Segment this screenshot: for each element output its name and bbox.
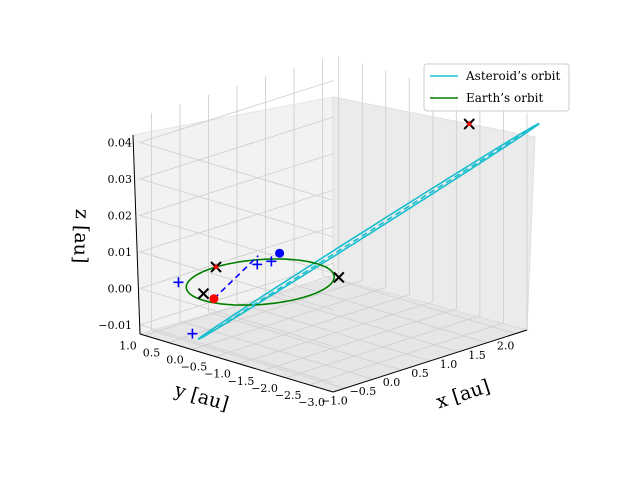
x-grid-floor [208, 311, 402, 371]
z-tick-label: 0.01 [108, 246, 133, 259]
x-tick-label: −0.5 [350, 385, 377, 398]
x-tick-label: 2.0 [497, 340, 515, 353]
dashed-line-1 [213, 255, 259, 300]
y-tick-label: −3.0 [298, 396, 325, 409]
y-axis-line [139, 333, 334, 393]
x-tick-label: 1.0 [440, 358, 458, 371]
marker-plus [252, 259, 263, 270]
legend-box [423, 63, 570, 112]
y-grid [168, 63, 363, 343]
marker-plus [266, 256, 277, 267]
marker-star [212, 263, 220, 270]
z-tick-label: 0.02 [108, 209, 133, 222]
z-tick-label: 0.04 [108, 136, 133, 149]
x-grid-floor [151, 329, 345, 389]
marker-layer [173, 118, 475, 339]
y-axis-label: y [au] [171, 379, 231, 416]
y-grid [238, 84, 434, 365]
z-tick-label: 0.00 [108, 282, 133, 295]
x-tick-label: 0.5 [411, 367, 429, 380]
y-grid [262, 91, 457, 372]
legend-label-asteroid: Asteroid’s orbit [465, 69, 560, 83]
y-tick-label: −2.5 [275, 389, 302, 402]
series-layer [185, 122, 540, 341]
y-tick-label: −2.0 [251, 382, 278, 395]
axis-lines [132, 134, 528, 393]
y-tick-label: −1.5 [228, 375, 255, 388]
marker-x [333, 271, 345, 284]
x-grid-floor [236, 302, 431, 362]
z-grid [138, 79, 335, 201]
y-grid [191, 70, 387, 350]
marker-circle [275, 248, 285, 258]
y-grid [309, 105, 504, 386]
legend-label-earth: Earth’s orbit [466, 91, 543, 105]
x-tick-label: 1.5 [468, 349, 486, 362]
marker-circle [209, 294, 219, 304]
z-grid [138, 225, 335, 347]
z-grid [138, 152, 335, 274]
z-grid [138, 116, 335, 238]
y-tick-label: 1.0 [119, 339, 137, 352]
orbit-line-0 [197, 122, 540, 341]
y-tick-label: 0.0 [166, 354, 184, 367]
z-tick-label: 0.03 [108, 173, 133, 186]
z-axis-label: z [au] [69, 209, 93, 264]
x-tick-label: 0.0 [383, 376, 401, 389]
x-axis-line [332, 329, 528, 393]
y-grid [215, 77, 410, 358]
x-tick-label: −1.0 [321, 394, 348, 407]
x-grid-floor [293, 284, 488, 344]
z-tick-label: −0.01 [98, 319, 132, 332]
z-grid [138, 189, 335, 311]
y-tick-label: 0.5 [143, 346, 161, 359]
marker-star [465, 120, 473, 127]
marker-x [197, 287, 210, 300]
x-axis-label: x [au] [434, 375, 493, 413]
grid-lines [138, 56, 528, 393]
y-tick-label: −0.5 [181, 361, 208, 374]
tick-marks: −1.0−0.50.00.51.01.52.01.00.50.0−0.5−1.0… [98, 136, 514, 409]
marker-plus [173, 277, 184, 288]
y-tick-label: −1.0 [204, 368, 231, 381]
x-grid-floor [265, 293, 459, 353]
y-grid [285, 98, 481, 379]
orbit-line-1 [185, 258, 336, 306]
y-grid [144, 56, 340, 336]
x-grid-floor [322, 275, 516, 335]
legend: Asteroid’s orbit Earth’s orbit [423, 63, 570, 112]
marker-plus [187, 328, 198, 339]
dashed-line-0 [200, 122, 540, 339]
z-axis-line [132, 134, 141, 335]
